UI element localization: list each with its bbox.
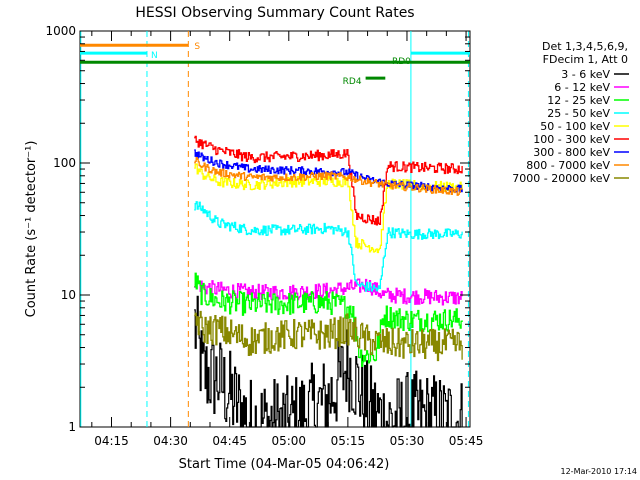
series-line-6: [194, 149, 463, 193]
legend-label-0: 3 - 6 keV: [561, 68, 610, 81]
x-tick-label-3: 05:00: [271, 434, 306, 448]
plot-area: [79, 30, 471, 428]
flag-label-2: RD0: [392, 57, 411, 67]
x-tick-label-4: 05:15: [331, 434, 366, 448]
x-tick-label-5: 05:30: [390, 434, 425, 448]
y-tick-label-0: 1: [68, 420, 76, 434]
series-line-0: [194, 295, 463, 428]
y-axis-ticks: 1 10 100 1000: [45, 24, 470, 434]
legend-header-0: Det 1,3,4,5,6,9,: [542, 40, 628, 53]
series-line-8: [194, 310, 463, 362]
series-line-7: [194, 157, 463, 196]
y-axis-label: Count Rate (s⁻¹ detector⁻¹): [24, 141, 39, 318]
legend-label-6: 300 - 800 keV: [533, 146, 610, 159]
x-axis-ticks: 04:15 04:30 04:45 05:00 05:15 05:30 05:45: [91, 31, 484, 448]
series-line-3: [194, 201, 463, 292]
flag-label-0: S: [194, 42, 200, 52]
legend-header-1: FDecim 1, Att 0: [543, 53, 628, 66]
y-tick-label-1: 10: [61, 288, 76, 302]
legend-label-7: 800 - 7000 keV: [526, 159, 610, 172]
series-line-1: [194, 276, 463, 306]
chart-title: HESSI Observing Summary Count Rates: [135, 5, 414, 21]
x-tick-label-6: 05:45: [449, 434, 484, 448]
series-line-5: [194, 135, 463, 226]
x-axis-label: Start Time (04-Mar-05 04:06:42): [179, 457, 390, 472]
legend-label-2: 12 - 25 keV: [547, 94, 610, 107]
series-line-2: [194, 272, 463, 368]
x-tick-label-2: 04:45: [212, 434, 247, 448]
y-tick-label-3: 1000: [45, 24, 76, 38]
legend-label-8: 7000 - 20000 keV: [512, 172, 610, 185]
footer-timestamp: 12-Mar-2010 17:14: [561, 467, 638, 476]
flag-label-1: N: [151, 51, 158, 61]
legend-label-1: 6 - 12 keV: [554, 81, 610, 94]
legend-label-5: 100 - 300 keV: [533, 133, 610, 146]
legend-label-4: 50 - 100 keV: [540, 120, 610, 133]
data-series: [194, 135, 463, 428]
flag-label-3: RD4: [343, 77, 362, 87]
legend: Det 1,3,4,5,6,9,FDecim 1, Att 0 3 - 6 keV…: [512, 40, 629, 185]
observing-flags: S N RD0 RD4: [80, 42, 470, 87]
legend-label-3: 25 - 50 keV: [547, 107, 610, 120]
x-tick-label-0: 04:15: [94, 434, 129, 448]
y-tick-label-2: 100: [53, 156, 76, 170]
marker-lines: [80, 31, 469, 427]
x-tick-label-1: 04:30: [153, 434, 188, 448]
